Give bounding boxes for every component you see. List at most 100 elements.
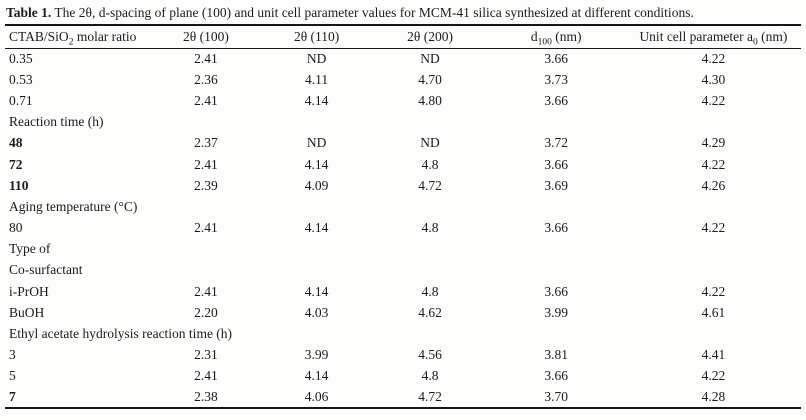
- table-caption: Table 1. The 2θ, d-spacing of plane (100…: [0, 0, 806, 23]
- value-cell-unit-cell-parameter: 4.26: [701, 177, 726, 193]
- value-cell-unit-cell-parameter: 4.22: [701, 368, 726, 384]
- value-cell-d100: 3.66: [544, 283, 568, 299]
- column-header-unit-cell-parameter-a0-nm: Unit cell parameter a0 (nm): [625, 24, 801, 49]
- row-label-cell: 5: [9, 368, 16, 384]
- value-cell-d100: 3.69: [544, 177, 568, 193]
- value-cell-unit-cell-parameter: 4.22: [701, 156, 726, 172]
- value-cell-unit-cell-parameter: 4.61: [701, 304, 726, 320]
- section-label-cell: Aging temperature (°C): [9, 198, 138, 214]
- value-cell-2theta-110: ND: [306, 135, 327, 151]
- value-cell-2theta-110: 4.03: [304, 304, 329, 320]
- value-cell-unit-cell-parameter: 4.22: [701, 50, 726, 66]
- value-cell-2theta-200: 4.72: [418, 177, 442, 193]
- value-cell-2theta-110: 4.14: [304, 283, 329, 299]
- value-cell-unit-cell-parameter: 4.28: [625, 387, 801, 410]
- value-cell-2theta-110: 4.14: [304, 92, 329, 108]
- value-cell-2theta-110: 4.14: [304, 156, 329, 172]
- header-subscript: 100: [537, 37, 552, 48]
- row-label-cell: 80: [9, 220, 23, 236]
- value-cell-2theta-200: 4.62: [418, 304, 442, 320]
- value-cell-2theta-200: ND: [420, 135, 440, 151]
- table-body: 0.35 2.41 ND ND 3.66 4.22 0.53 2.36 4.11…: [5, 48, 801, 410]
- section-label-cell: Type of: [9, 241, 51, 257]
- header-subscript: 0: [753, 37, 758, 48]
- table-caption-number: Table 1.: [6, 5, 52, 20]
- value-cell-2theta-200: 4.80: [418, 92, 442, 108]
- section-row: Co-surfactant: [5, 260, 801, 281]
- row-label-cell: 0.71: [9, 92, 33, 108]
- value-cell-2theta-110: 4.06: [259, 387, 374, 410]
- header-text: (nm): [551, 28, 582, 44]
- value-cell-2theta-100: 2.39: [194, 177, 218, 193]
- value-cell-2theta-100: 2.41: [194, 50, 218, 66]
- header-subscript: 2: [68, 37, 74, 48]
- value-cell-2theta-100: 2.41: [194, 156, 218, 172]
- value-cell-2theta-100: 2.41: [194, 368, 218, 384]
- table-row: i-PrOH 2.41 4.14 4.8 3.66 4.22: [5, 281, 801, 302]
- value-cell-d100: 3.99: [544, 304, 568, 320]
- row-label-cell: 3: [9, 347, 16, 363]
- row-label-cell: 0.35: [9, 50, 33, 66]
- value-cell-unit-cell-parameter: 4.22: [701, 92, 726, 108]
- section-label-cell: Co-surfactant: [9, 262, 83, 278]
- value-cell-2theta-110: ND: [306, 50, 327, 66]
- row-label-cell: 0.53: [9, 71, 33, 87]
- column-header-ctab-sio2-molar-ratio: CTAB/SiO2 molar ratio: [5, 24, 153, 49]
- value-cell-d100: 3.70: [486, 387, 626, 410]
- header-text: Unit cell parameter a: [639, 28, 754, 44]
- column-header-d100-nm: d100 (nm): [486, 24, 626, 49]
- value-cell-2theta-200: ND: [420, 50, 440, 66]
- value-cell-2theta-100: 2.38: [152, 387, 260, 410]
- value-cell-2theta-200: 4.8: [421, 368, 439, 384]
- section-row: Type of: [5, 239, 801, 260]
- value-cell-d100: 3.66: [544, 220, 568, 236]
- table-row: 0.35 2.41 ND ND 3.66 4.22: [5, 48, 801, 69]
- header-text: CTAB/SiO: [9, 28, 69, 44]
- section-row: Ethyl acetate hydrolysis reaction time (…: [5, 323, 801, 344]
- table-row: 5 2.41 4.14 4.8 3.66 4.22: [5, 366, 801, 387]
- value-cell-unit-cell-parameter: 4.22: [701, 283, 726, 299]
- value-cell-2theta-200: 4.8: [421, 220, 439, 236]
- column-header-2theta-110: 2θ (110): [259, 24, 374, 49]
- row-label-cell: 72: [9, 156, 23, 172]
- table-row: 3 2.31 3.99 4.56 3.81 4.41: [5, 345, 801, 366]
- header-text: d: [530, 28, 538, 44]
- section-label-cell: Ethyl acetate hydrolysis reaction time (…: [9, 326, 233, 342]
- value-cell-unit-cell-parameter: 4.41: [701, 347, 726, 363]
- row-label-cell: 48: [9, 135, 23, 151]
- row-label-cell: i-PrOH: [9, 283, 49, 299]
- value-cell-unit-cell-parameter: 4.30: [701, 71, 726, 87]
- value-cell-2theta-200: 4.56: [418, 347, 442, 363]
- table-row: BuOH 2.20 4.03 4.62 3.99 4.61: [5, 302, 801, 323]
- value-cell-d100: 3.66: [544, 50, 568, 66]
- value-cell-2theta-100: 2.37: [194, 135, 218, 151]
- table-header: CTAB/SiO2 molar ratio 2θ (100) 2θ (110) …: [5, 24, 801, 49]
- value-cell-2theta-110: 3.99: [304, 347, 329, 363]
- value-cell-2theta-100: 2.41: [194, 283, 218, 299]
- value-cell-2theta-100: 2.31: [194, 347, 218, 363]
- header-text: (nm): [757, 28, 788, 44]
- value-cell-d100: 3.66: [544, 92, 568, 108]
- section-row: Aging temperature (°C): [5, 196, 801, 217]
- table-row: 48 2.37 ND ND 3.72 4.29: [5, 133, 801, 154]
- value-cell-unit-cell-parameter: 4.29: [701, 135, 726, 151]
- value-cell-2theta-100: 2.36: [194, 71, 218, 87]
- value-cell-unit-cell-parameter: 4.22: [701, 220, 726, 236]
- value-cell-d100: 3.66: [544, 156, 568, 172]
- row-label-cell: 110: [9, 177, 29, 193]
- section-label-cell: Reaction time (h): [9, 114, 104, 130]
- table-row: 72 2.41 4.14 4.8 3.66 4.22: [5, 154, 801, 175]
- table-row: 110 2.39 4.09 4.72 3.69 4.26: [5, 175, 801, 196]
- value-cell-2theta-110: 4.09: [304, 177, 329, 193]
- column-header-2theta-100: 2θ (100): [152, 24, 260, 49]
- value-cell-2theta-100: 2.20: [194, 304, 218, 320]
- table-row: 7 2.38 4.06 4.72 3.70 4.28: [5, 387, 801, 410]
- value-cell-2theta-100: 2.41: [194, 92, 218, 108]
- value-cell-d100: 3.66: [544, 368, 568, 384]
- value-cell-2theta-200: 4.72: [373, 387, 487, 410]
- value-cell-2theta-200: 4.8: [421, 156, 439, 172]
- value-cell-2theta-200: 4.8: [421, 283, 439, 299]
- table-row: 80 2.41 4.14 4.8 3.66 4.22: [5, 218, 801, 239]
- value-cell-2theta-110: 4.14: [304, 220, 329, 236]
- value-cell-2theta-110: 4.14: [304, 368, 329, 384]
